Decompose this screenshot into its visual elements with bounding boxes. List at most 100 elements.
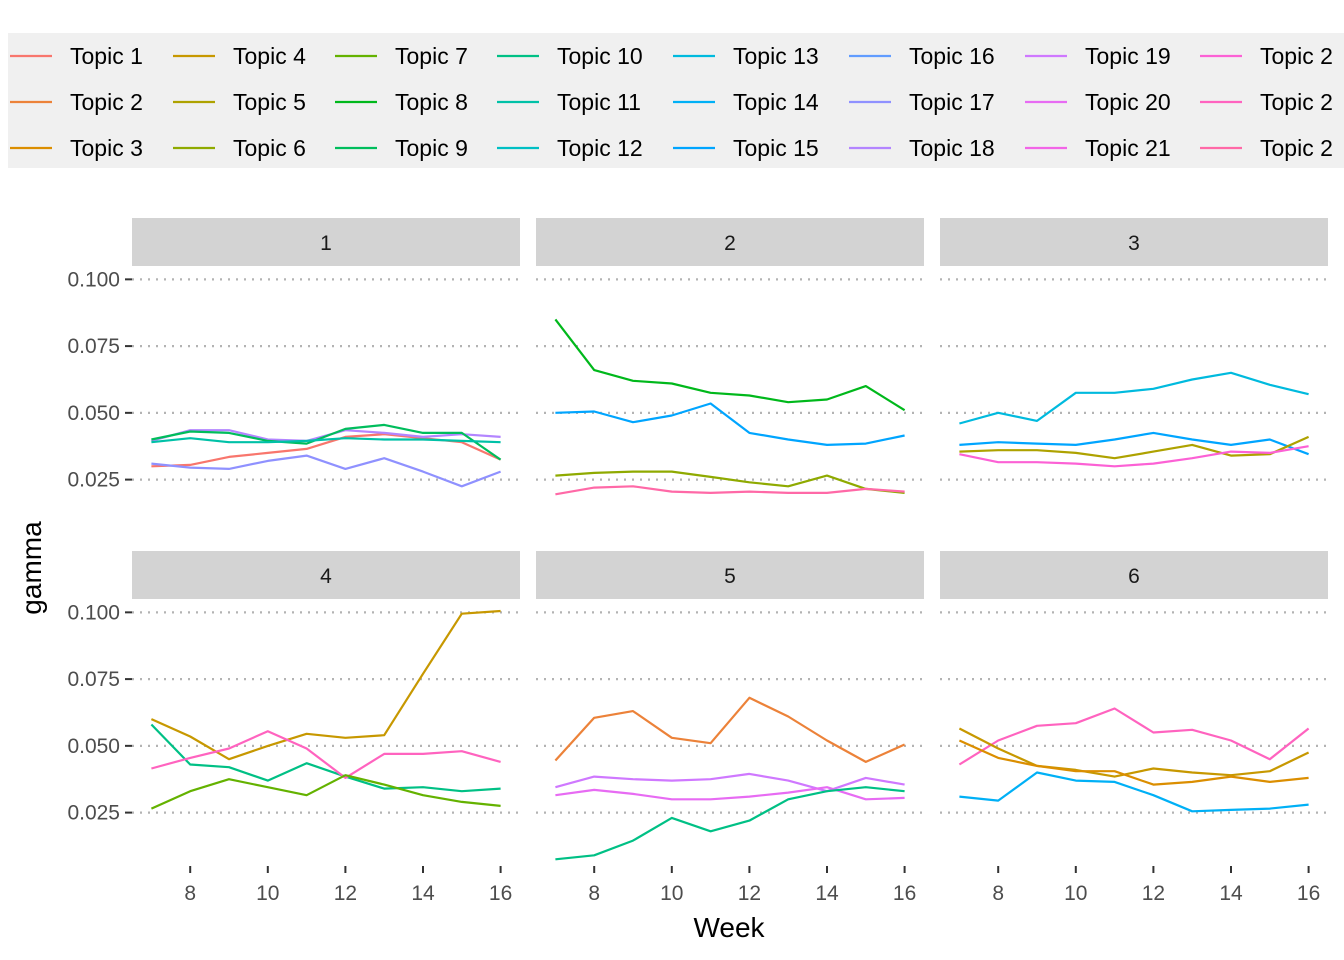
series-line <box>959 435 1310 460</box>
facet-label: 3 <box>1128 232 1140 255</box>
legend-label: Topic 3 <box>70 135 143 161</box>
y-tick-label: 0.075 <box>67 668 120 691</box>
legend-item: Topic 2 <box>1200 135 1333 161</box>
legend-item: Topic 14 <box>673 89 819 115</box>
y-tick-label: 0.025 <box>67 469 120 492</box>
y-tick-label: 0.075 <box>67 335 120 358</box>
legend-label: Topic 14 <box>733 89 819 115</box>
series-line <box>555 786 905 801</box>
legend-item: Topic 3 <box>10 135 143 161</box>
series-line <box>151 454 501 488</box>
x-tick-label: 8 <box>184 882 196 905</box>
legend-label: Topic 2 <box>1260 43 1333 69</box>
legend-label: Topic 17 <box>909 89 995 115</box>
series-line <box>150 723 501 793</box>
legend-label: Topic 15 <box>733 135 819 161</box>
facet-strip <box>132 551 520 599</box>
legend-item: Topic 7 <box>335 43 468 69</box>
y-tick-label: 0.025 <box>67 802 120 825</box>
legend-label: Topic 10 <box>557 43 643 69</box>
legend-item: Topic 5 <box>173 89 306 115</box>
legend-item: Topic 18 <box>849 135 995 161</box>
legend-label: Topic 7 <box>395 43 468 69</box>
legend-label: Topic 21 <box>1085 135 1171 161</box>
legend-item: Topic 16 <box>849 43 995 69</box>
legend-item: Topic 2 <box>1200 43 1333 69</box>
series-line <box>555 470 905 494</box>
legend-item: Topic 10 <box>497 43 643 69</box>
series-line <box>150 774 501 810</box>
series-line <box>959 371 1309 425</box>
x-tick-label: 10 <box>660 882 683 905</box>
facet-panel: 5 8 10 12 14 16 <box>536 551 924 905</box>
facet-label: 2 <box>724 232 736 255</box>
series-line <box>958 707 1310 766</box>
facet-label: 4 <box>320 565 332 588</box>
legend-item: Topic 6 <box>173 135 306 161</box>
legend-label: Topic 8 <box>395 89 468 115</box>
legend-label: Topic 12 <box>557 135 643 161</box>
legend-item: Topic 20 <box>1025 89 1171 115</box>
series-line <box>555 485 905 496</box>
series-line <box>554 696 906 764</box>
series-line <box>958 739 1309 786</box>
series-line <box>151 437 501 444</box>
legend-label: Topic 16 <box>909 43 995 69</box>
x-tick-label: 10 <box>1064 882 1087 905</box>
y-tick-label: 0.050 <box>67 735 120 758</box>
series-line <box>554 318 906 412</box>
legend-label: Topic 11 <box>557 89 641 115</box>
x-tick-label: 12 <box>1142 882 1165 905</box>
facet-label: 6 <box>1128 565 1140 588</box>
legend-item: Topic 15 <box>673 135 819 161</box>
x-tick-label: 10 <box>256 882 279 905</box>
facet-strip <box>940 218 1328 266</box>
facet-strip <box>536 551 924 599</box>
x-axis-title: Week <box>693 912 765 943</box>
facet-strip <box>536 218 924 266</box>
legend-item: Topic 4 <box>173 43 306 69</box>
facet-panels: 1 0.025 0.050 0.075 0.100 2 3 4 0.025 0.050 0.075 0… <box>67 218 1328 905</box>
x-tick-label: 8 <box>992 882 1004 905</box>
series-line <box>959 445 1309 468</box>
legend-label: Topic 2 <box>1260 135 1333 161</box>
legend-label: Topic 19 <box>1085 43 1171 69</box>
legend-item: Topic 13 <box>673 43 819 69</box>
facet-strip <box>940 551 1328 599</box>
y-tick-label: 0.050 <box>67 402 120 425</box>
legend-label: Topic 2 <box>1260 89 1333 115</box>
legend-item: Topic 2 <box>1200 89 1333 115</box>
facet-panel: 3 <box>940 218 1328 481</box>
legend-item: Topic 2 <box>10 89 143 115</box>
x-tick-label: 12 <box>334 882 357 905</box>
legend-item: Topic 11 <box>497 89 641 115</box>
legend-label: Topic 5 <box>233 89 306 115</box>
legend-item: Topic 12 <box>497 135 643 161</box>
series-line <box>555 786 905 861</box>
legend-label: Topic 18 <box>909 135 995 161</box>
legend-label: Topic 20 <box>1085 89 1171 115</box>
legend-label: Topic 9 <box>395 135 468 161</box>
x-tick-label: 14 <box>411 882 435 905</box>
legend-item: Topic 8 <box>335 89 468 115</box>
facet-panel: 6 8 10 12 14 16 <box>940 551 1328 905</box>
y-axis-title: gamma <box>16 521 47 615</box>
facet-strip <box>132 218 520 266</box>
series-line <box>555 402 905 446</box>
x-tick-label: 16 <box>1297 882 1320 905</box>
x-tick-label: 16 <box>893 882 916 905</box>
legend-item: Topic 17 <box>849 89 995 115</box>
x-tick-label: 12 <box>738 882 761 905</box>
series-line <box>151 423 502 461</box>
legend-label: Topic 4 <box>233 43 306 69</box>
y-tick-label: 0.100 <box>67 268 120 291</box>
legend-item: Topic 1 <box>10 43 143 69</box>
facet-panel: 2 <box>536 218 924 496</box>
facet-panel: 1 0.025 0.050 0.075 0.100 <box>67 218 520 492</box>
legend-item: Topic 9 <box>335 135 468 161</box>
x-tick-label: 16 <box>489 882 512 905</box>
series-line <box>958 727 1310 778</box>
legend: Topic 1 Topic 2 Topic 3 Topic 4 Topic 5 Topic… <box>10 43 1333 161</box>
facet-label: 1 <box>320 232 332 255</box>
